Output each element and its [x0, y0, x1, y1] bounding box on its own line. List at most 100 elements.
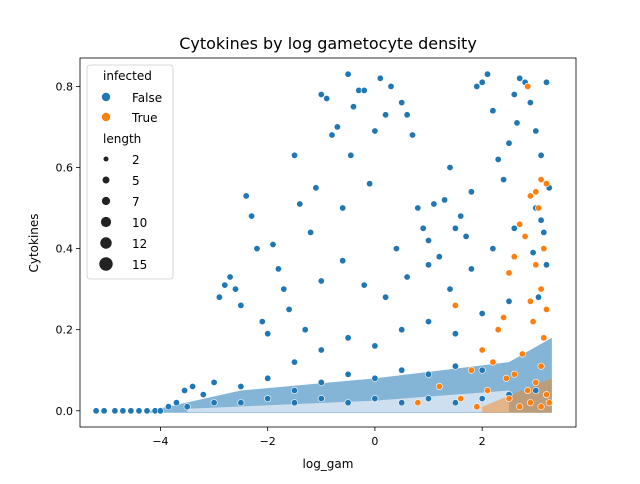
- legend-size-marker: [102, 176, 110, 184]
- legend-size-marker: [99, 257, 113, 271]
- scatter-point-false: [199, 391, 207, 399]
- scatter-point-false: [366, 180, 374, 188]
- legend-size-label: 2: [132, 153, 140, 167]
- scatter-point-false: [173, 399, 181, 407]
- legend-size-label: 7: [132, 195, 140, 209]
- scatter-point-true: [489, 358, 497, 366]
- scatter-point-true: [542, 391, 550, 399]
- scatter-point-false: [371, 127, 379, 135]
- scatter-point-true: [483, 386, 491, 394]
- scatter-point-true: [532, 378, 540, 386]
- scatter-point-false: [529, 249, 537, 257]
- scatter-point-false: [424, 261, 432, 269]
- scatter-point-false: [344, 399, 352, 407]
- scatter-point-false: [457, 212, 465, 220]
- scatter-point-true: [537, 403, 545, 411]
- scatter-point-false: [424, 395, 432, 403]
- scatter-point-true: [532, 261, 540, 269]
- scatter-point-false: [232, 285, 240, 293]
- scatter-point-false: [264, 330, 272, 338]
- scatter-point-false: [226, 273, 234, 281]
- scatter-point-false: [333, 123, 341, 131]
- scatter-point-false: [264, 374, 272, 382]
- legend-size-marker: [101, 196, 111, 206]
- scatter-point-false: [398, 99, 406, 107]
- scatter-point-false: [317, 378, 325, 386]
- scatter-point-false: [534, 293, 542, 301]
- scatter-point-false: [489, 107, 497, 115]
- scatter-point-false: [210, 378, 218, 386]
- scatter-point-false: [285, 305, 293, 313]
- legend-size-title: length: [103, 132, 141, 146]
- scatter-point-false: [127, 407, 135, 415]
- scatter-point-false: [532, 386, 540, 394]
- scatter-point-false: [181, 386, 189, 394]
- legend-hue-marker-true: [101, 112, 111, 122]
- scatter-point-false: [513, 119, 521, 127]
- scatter-point-true: [526, 192, 534, 200]
- scatter-point-false: [221, 281, 229, 289]
- scatter-point-false: [290, 386, 298, 394]
- scatter-point-true: [542, 305, 550, 313]
- x-tick-label: 2: [479, 435, 486, 448]
- scatter-point-false: [280, 285, 288, 293]
- scatter-point-false: [542, 261, 550, 269]
- scatter-point-false: [156, 407, 164, 415]
- scatter-point-false: [100, 407, 108, 415]
- scatter-point-true: [521, 232, 529, 240]
- scatter-point-true: [540, 245, 548, 253]
- scatter-point-false: [392, 245, 400, 253]
- scatter-point-false: [290, 151, 298, 159]
- scatter-point-false: [473, 82, 481, 90]
- scatter-point-false: [408, 131, 416, 139]
- scatter-point-true: [516, 220, 524, 228]
- scatter-point-false: [478, 395, 486, 403]
- scatter-point-true: [540, 334, 548, 342]
- scatter-point-false: [489, 245, 497, 253]
- scatter-point-true: [516, 403, 524, 411]
- scatter-point-false: [446, 164, 454, 172]
- scatter-point-false: [494, 155, 502, 163]
- scatter-point-false: [403, 273, 411, 281]
- scatter-point-true: [435, 382, 443, 390]
- chart-title: Cytokines by log gametocyte density: [179, 34, 477, 53]
- scatter-point-false: [323, 95, 331, 103]
- scatter-point-false: [403, 111, 411, 119]
- scatter-point-false: [264, 395, 272, 403]
- scatter-point-false: [540, 228, 548, 236]
- scatter-point-false: [430, 200, 438, 208]
- scatter-point-false: [258, 318, 266, 326]
- scatter-point-false: [483, 70, 491, 78]
- scatter-point-false: [339, 204, 347, 212]
- scatter-point-false: [451, 224, 459, 232]
- scatter-point-false: [414, 204, 422, 212]
- scatter-point-true: [505, 269, 513, 277]
- scatter-point-false: [317, 277, 325, 285]
- scatter-point-false: [119, 407, 127, 415]
- y-tick-label: 0.2: [56, 324, 74, 337]
- x-axis-label: log_gam: [303, 457, 354, 471]
- scatter-point-true: [529, 318, 537, 326]
- scatter-point-false: [242, 192, 250, 200]
- scatter-point-true: [478, 346, 486, 354]
- dense-point-band: [149, 337, 552, 413]
- scatter-point-true: [505, 395, 513, 403]
- legend-size-label: 12: [132, 237, 147, 251]
- x-tick-label: 0: [371, 435, 378, 448]
- dense-point-band-light: [187, 390, 509, 412]
- scatter-point-true: [473, 403, 481, 411]
- scatter-point-true: [451, 301, 459, 309]
- scatter-point-false: [143, 407, 151, 415]
- legend-size-marker: [100, 237, 112, 249]
- legend-size-label: 15: [132, 258, 147, 272]
- plot-frame: [79, 57, 577, 428]
- scatter-point-false: [317, 346, 325, 354]
- x-tick-label: −4: [152, 435, 168, 448]
- scatter-point-false: [424, 370, 432, 378]
- scatter-point-true: [510, 253, 518, 261]
- scatter-point-false: [505, 139, 513, 147]
- scatter-point-false: [435, 253, 443, 261]
- legend-size-label: 5: [132, 174, 140, 188]
- y-tick-label: 0.6: [56, 161, 74, 174]
